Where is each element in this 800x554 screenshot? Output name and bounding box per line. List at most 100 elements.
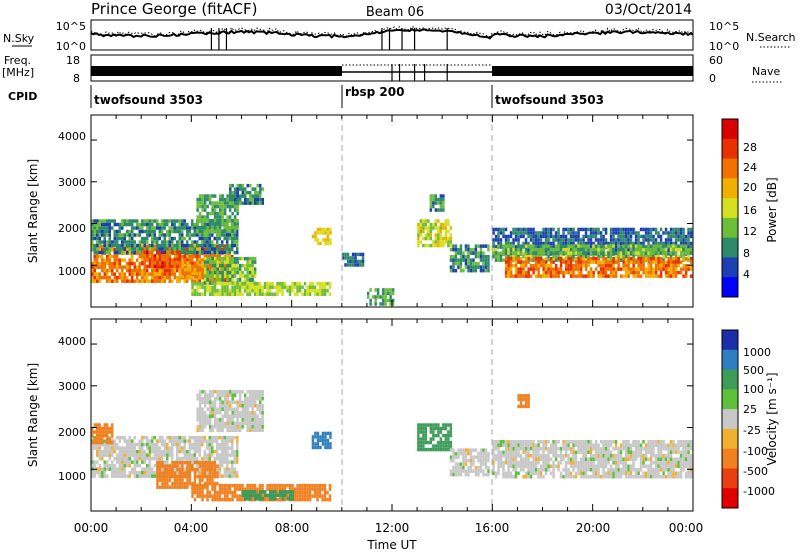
- heatmap-cell: [196, 428, 199, 432]
- heatmap-cell: [587, 238, 590, 242]
- heatmap-cell: [98, 219, 101, 223]
- heatmap-cell: [101, 453, 104, 457]
- heatmap-cell: [442, 444, 445, 448]
- heatmap-cell: [437, 447, 440, 452]
- heatmap-cell: [198, 229, 202, 233]
- heatmap-cell: [206, 247, 209, 251]
- heatmap-cell: [677, 256, 680, 261]
- heatmap-cell: [356, 259, 360, 264]
- heatmap-cell: [612, 238, 615, 242]
- heatmap-cell: [221, 194, 224, 198]
- heatmap-cell: [203, 194, 207, 198]
- heatmap-cell: [452, 455, 455, 459]
- heatmap-cell: [241, 390, 244, 394]
- heatmap-cell: [381, 288, 385, 292]
- heatmap-cell: [634, 251, 638, 255]
- heatmap-cell: [281, 490, 284, 494]
- heatmap-cell: [577, 227, 580, 232]
- heatmap-cell: [208, 439, 211, 443]
- heatmap-cell: [131, 240, 134, 244]
- heatmap-cell: [196, 463, 199, 468]
- heatmap-cell: [118, 222, 121, 227]
- heatmap-cell: [534, 238, 538, 242]
- heatmap-cell: [181, 467, 184, 472]
- heatmap-cell: [572, 241, 575, 246]
- heatmap-cell: [218, 397, 222, 401]
- heatmap-cell: [183, 439, 186, 443]
- heatmap-cell: [469, 465, 473, 470]
- heatmap-cell: [226, 277, 229, 282]
- heatmap-cell: [111, 265, 114, 269]
- heatmap-cell: [203, 439, 206, 443]
- heatmap-cell: [484, 244, 488, 248]
- heatmap-cell: [193, 264, 197, 269]
- heatmap-cell: [236, 453, 239, 457]
- heatmap-cell: [208, 254, 211, 259]
- heatmap-cell: [208, 270, 212, 275]
- heatmap-cell: [218, 282, 222, 286]
- heatmap-cell: [328, 282, 332, 286]
- heatmap-cell: [98, 430, 101, 434]
- heatmap-cell: [146, 236, 149, 241]
- heatmap-cell: [502, 231, 505, 235]
- heatmap-cell: [201, 275, 204, 279]
- heatmap-cell: [542, 263, 545, 268]
- heatmap-cell: [434, 226, 438, 230]
- heatmap-cell: [654, 241, 658, 246]
- heatmap-cell: [689, 274, 693, 278]
- heatmap-cell: [677, 260, 680, 264]
- heatmap-cell: [314, 234, 317, 239]
- heatmap-cell: [208, 407, 212, 411]
- heatmap-cell: [552, 245, 555, 249]
- heatmap-cell: [246, 404, 249, 408]
- heatmap-cell: [126, 233, 129, 237]
- heatmap-cell: [259, 194, 262, 198]
- heatmap-cell: [649, 260, 653, 264]
- heatmap-cell: [484, 465, 488, 470]
- heatmap-cell: [236, 474, 239, 478]
- heatmap-cell: [502, 450, 505, 454]
- heatmap-cell: [93, 268, 96, 273]
- heatmap-cell: [254, 187, 257, 191]
- heatmap-cell: [201, 258, 204, 262]
- heatmap-cell: [206, 229, 209, 233]
- heatmap-cell: [537, 263, 540, 268]
- heatmap-cell: [669, 274, 673, 278]
- heatmap-cell: [203, 414, 207, 418]
- heatmap-cell: [221, 414, 224, 418]
- heatmap-cell: [191, 222, 194, 227]
- heatmap-cell: [672, 234, 675, 239]
- heatmap-cell: [148, 243, 151, 248]
- heatmap-cell: [221, 250, 224, 255]
- heatmap-cell: [527, 231, 530, 235]
- heatmap-cell: [482, 472, 485, 477]
- heatmap-cell: [659, 256, 663, 261]
- heatmap-cell: [514, 247, 518, 252]
- heatmap-cell: [487, 455, 490, 459]
- heatmap-cell: [161, 279, 164, 283]
- heatmap-cell: [437, 240, 440, 244]
- heatmap-cell: [131, 258, 134, 262]
- heatmap-cell: [281, 487, 284, 491]
- heatmap-cell: [452, 268, 455, 273]
- heatmap-cell: [191, 494, 194, 498]
- heatmap-cell: [133, 272, 136, 276]
- heatmap-cell: [143, 279, 146, 283]
- heatmap-cell: [138, 247, 141, 251]
- heatmap-cell: [188, 254, 191, 259]
- heatmap-cell: [228, 460, 231, 464]
- heatmap-cell: [439, 208, 443, 212]
- heatmap-cell: [143, 222, 146, 227]
- heatmap-cell: [614, 270, 618, 275]
- heatmap-cell: [211, 225, 214, 230]
- heatmap-cell: [233, 282, 237, 286]
- heatmap-cell: [689, 234, 693, 239]
- heatmap-cell: [248, 411, 252, 415]
- heatmap-cell: [454, 244, 458, 248]
- heatmap-cell: [201, 215, 204, 219]
- heatmap-cell: [141, 261, 144, 265]
- heatmap-cell: [632, 260, 635, 264]
- heatmap-cell: [208, 250, 211, 255]
- heatmap-cell: [148, 463, 151, 468]
- heatmap-cell: [569, 251, 573, 255]
